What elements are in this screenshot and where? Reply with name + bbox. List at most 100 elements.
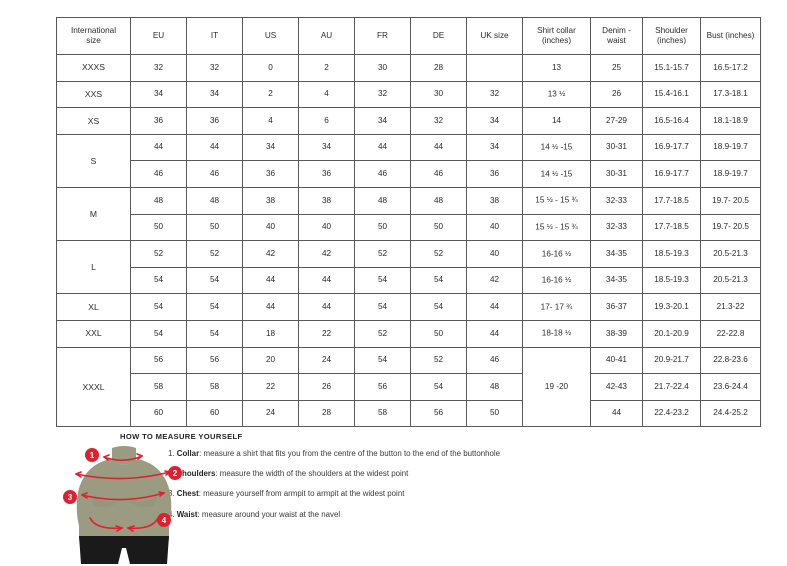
- shoulder-arrow: [75, 471, 171, 480]
- table-row: XXS 34 34 2 4 32 30 32 13 ½ 26 15.4-16.1 17.3-18.1: [56, 80, 761, 109]
- size-chart-table-container: International size EU IT US AU FR DE UK …: [56, 17, 761, 428]
- cell-au: 28: [298, 399, 355, 428]
- cell-de: 54: [410, 266, 467, 295]
- table-row: XS 36 36 4 6 34 32 34 14 27-29 16.5-16.4 18.1-18.9: [56, 107, 761, 135]
- cell-us: 22: [242, 373, 299, 401]
- header-line-2: size: [86, 36, 101, 45]
- cell-it: 60: [186, 399, 243, 428]
- cell-denim-waist: 34-35: [590, 266, 643, 295]
- cell-au: 24: [298, 346, 355, 375]
- table-row: 60 60 24 28 58 56 50 44 22.4-23.2 24.4-25.2: [57, 399, 761, 428]
- cell-international-size: L: [56, 240, 131, 295]
- cell-it: 50: [186, 213, 243, 242]
- cell-us: 18: [242, 319, 299, 348]
- column-header-au: AU: [298, 17, 355, 55]
- cell-us: 20: [242, 346, 299, 375]
- how-to-measure-list: 1. Collar: measure a shirt that fits you…: [168, 449, 713, 531]
- cell-eu: 36: [130, 107, 187, 135]
- header-line-2: (inches): [541, 36, 572, 45]
- cell-us: 34: [242, 133, 299, 162]
- cell-fr: 32: [354, 80, 411, 109]
- cell-uk-size: 40: [466, 240, 523, 268]
- cell-de: 28: [410, 54, 467, 82]
- cell-fr: 58: [354, 399, 411, 428]
- column-header-shirt-collar: Shirt collar (inches): [522, 17, 591, 55]
- cell-shoulder: 22.4-23.2: [642, 399, 701, 428]
- cell-eu: 44: [130, 133, 187, 162]
- how-to-measure-item: 2. Shoulders: measure the width of the s…: [168, 469, 713, 479]
- column-header-it: IT: [186, 17, 243, 55]
- cell-denim-waist: 27-29: [590, 107, 643, 135]
- cell-it: 58: [186, 373, 243, 401]
- badge-2: 2: [168, 466, 182, 480]
- cell-us: 36: [242, 160, 299, 188]
- cell-us: 24: [242, 399, 299, 428]
- cell-fr: 54: [354, 293, 411, 321]
- cell-shoulder: 17.7-18.5: [642, 186, 701, 215]
- header-line-2: (inches): [656, 36, 687, 45]
- cell-shoulder: 18.5-19.3: [642, 266, 701, 295]
- cell-denim-waist: 32-33: [590, 186, 643, 215]
- cell-denim-waist: 32-33: [590, 213, 643, 242]
- cell-fr: 54: [354, 346, 411, 375]
- cell-it: 32: [186, 54, 243, 82]
- cell-it: 46: [186, 160, 243, 188]
- cell-au: 26: [298, 373, 355, 401]
- svg-text:3: 3: [68, 493, 73, 502]
- cell-denim-waist: 30-31: [590, 160, 643, 188]
- size-chart-table: International size EU IT US AU FR DE UK …: [56, 17, 761, 428]
- item-term: Shoulders: [176, 469, 216, 479]
- cell-bust: 18.9-19.7: [700, 133, 761, 162]
- how-to-measure-item: 4. Waist: measure around your waist at t…: [168, 509, 713, 520]
- cell-it: 54: [186, 266, 243, 295]
- table-row: XL 54 54 44 44 54 54 44 17- 17 ¾ 36-37 19.3-20.1 21…: [56, 293, 761, 321]
- cell-eu: 32: [130, 54, 187, 82]
- cell-de: 46: [410, 160, 467, 188]
- table-body: XXXS 32 32 0 2 30 28 13 25 15.1-15.7 16.5-17.2 XXS 3…: [56, 54, 761, 428]
- cell-bust: 19.7- 20.5: [700, 186, 761, 215]
- cell-it: 36: [186, 107, 243, 135]
- cell-shirt-collar: 16-16 ½: [522, 240, 591, 268]
- mannequin-illustration: 1 2 3 4: [60, 444, 188, 566]
- table-row: L 52 52 42 42 52 52 40 16-16 ½ 34-35 18.5-19.3 20.5…: [56, 240, 761, 295]
- cell-shirt-collar: 15 ½ - 15 ¾: [522, 186, 591, 215]
- cell-au: 22: [298, 319, 355, 348]
- cell-shirt-collar: 14 ½ -15: [522, 133, 591, 162]
- cell-bust: 19.7- 20.5: [700, 213, 761, 242]
- cell-uk-size: 34: [466, 133, 523, 162]
- cell-us: 42: [242, 240, 299, 268]
- table-row: 58 58 22 26 56 54 48 42-43 21.7-22.4 23.6-24.4: [57, 373, 761, 401]
- cell-de: 48: [410, 186, 467, 215]
- measurement-arrows: [75, 453, 171, 532]
- item-term: Waist: [176, 509, 198, 519]
- cell-eu: 54: [130, 293, 187, 321]
- cell-international-size: XXL: [56, 319, 131, 348]
- cell-shoulder: 16.9-17.7: [642, 133, 701, 162]
- column-header-eu: EU: [130, 17, 187, 55]
- shorts-shape: [79, 536, 169, 564]
- cell-uk-size: 50: [466, 399, 523, 428]
- cell-eu: 34: [130, 80, 187, 109]
- badge-3: 3: [63, 490, 77, 504]
- cell-fr: 30: [354, 54, 411, 82]
- cell-de: 52: [410, 240, 467, 268]
- cell-uk-size: 34: [466, 107, 523, 135]
- cell-denim-waist: 40-41: [590, 346, 643, 375]
- waist-arrow-right: [127, 517, 159, 530]
- column-header-uk-size: UK size: [466, 17, 523, 55]
- cell-bust: 18.1-18.9: [700, 107, 761, 135]
- cell-de: 32: [410, 107, 467, 135]
- svg-text:1: 1: [90, 451, 95, 460]
- cell-bust: 17.3-18.1: [700, 80, 761, 109]
- cell-shirt-collar: 18-18 ½: [522, 319, 591, 348]
- item-description: : measure yourself from armpit to armpit…: [198, 489, 405, 499]
- cell-shirt-collar: 13 ½: [522, 80, 591, 109]
- item-number: 3.: [168, 489, 177, 499]
- cell-us: 40: [242, 213, 299, 242]
- cell-bust: 20.5-21.3: [700, 266, 761, 295]
- cell-uk-size: 32: [466, 80, 523, 109]
- cell-eu: 54: [130, 319, 187, 348]
- cell-eu: 58: [130, 373, 187, 401]
- cell-au: 34: [298, 133, 355, 162]
- cell-us: 38: [242, 186, 299, 215]
